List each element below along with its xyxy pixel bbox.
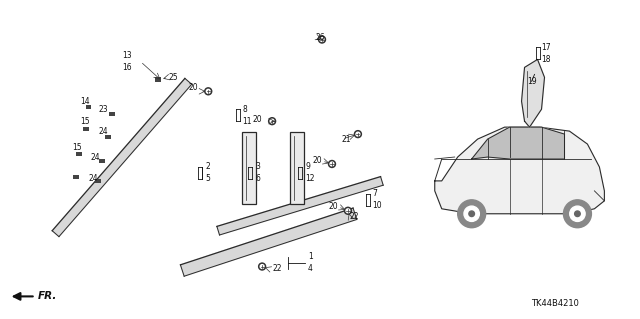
Text: 17: 17 <box>541 43 551 52</box>
Bar <box>72 175 79 179</box>
Text: 25: 25 <box>168 73 178 82</box>
Text: 23: 23 <box>99 105 108 114</box>
Bar <box>86 105 92 109</box>
Text: 19: 19 <box>527 77 537 86</box>
Circle shape <box>469 211 474 217</box>
Text: 13: 13 <box>122 51 132 60</box>
Circle shape <box>328 160 335 167</box>
Text: 2: 2 <box>205 162 210 172</box>
Bar <box>242 132 256 204</box>
Circle shape <box>356 132 360 136</box>
Text: 21: 21 <box>342 135 351 144</box>
Text: 1: 1 <box>308 252 313 261</box>
Text: 9: 9 <box>305 162 310 172</box>
Bar <box>76 152 81 156</box>
Text: 14: 14 <box>81 97 90 106</box>
Text: 8: 8 <box>242 105 247 114</box>
Text: 24: 24 <box>99 127 108 136</box>
Circle shape <box>346 209 350 213</box>
Text: 15: 15 <box>81 117 90 126</box>
Text: 20: 20 <box>312 157 322 166</box>
Text: 24: 24 <box>88 174 98 183</box>
Text: 5: 5 <box>205 174 210 183</box>
Circle shape <box>464 206 479 221</box>
Text: 16: 16 <box>122 63 132 72</box>
Circle shape <box>205 88 212 95</box>
Circle shape <box>355 130 362 137</box>
Text: 24: 24 <box>90 152 100 161</box>
Circle shape <box>260 265 264 269</box>
Circle shape <box>320 38 324 41</box>
Text: 15: 15 <box>72 143 82 152</box>
Circle shape <box>270 119 274 123</box>
Text: 20: 20 <box>253 115 262 124</box>
Circle shape <box>269 118 276 125</box>
Bar <box>109 112 115 116</box>
Text: 18: 18 <box>541 55 551 64</box>
Circle shape <box>458 200 486 228</box>
Polygon shape <box>217 177 383 235</box>
Bar <box>99 159 106 163</box>
Circle shape <box>259 263 266 270</box>
Polygon shape <box>472 127 564 159</box>
Text: TK44B4210: TK44B4210 <box>531 299 579 308</box>
Circle shape <box>563 200 591 228</box>
Bar <box>156 77 161 82</box>
Text: 20: 20 <box>189 83 198 92</box>
Circle shape <box>344 207 351 214</box>
Text: 11: 11 <box>242 117 252 126</box>
Polygon shape <box>52 78 191 237</box>
Circle shape <box>330 162 334 166</box>
Text: 10: 10 <box>372 201 381 210</box>
Circle shape <box>575 211 580 217</box>
Polygon shape <box>522 59 545 127</box>
Text: 3: 3 <box>255 162 260 172</box>
Text: 6: 6 <box>255 174 260 183</box>
Circle shape <box>206 89 210 93</box>
Text: 22: 22 <box>272 264 282 273</box>
Circle shape <box>319 36 326 43</box>
Text: FR.: FR. <box>38 291 57 301</box>
Polygon shape <box>180 208 356 276</box>
Text: 20: 20 <box>328 202 338 211</box>
Bar <box>83 127 88 131</box>
Text: 22: 22 <box>350 212 360 221</box>
Bar <box>290 132 304 204</box>
Circle shape <box>570 206 585 221</box>
Text: 7: 7 <box>372 189 377 198</box>
Text: 12: 12 <box>305 174 314 183</box>
Bar <box>106 135 111 139</box>
Polygon shape <box>435 127 604 214</box>
Text: 4: 4 <box>308 264 313 273</box>
Text: 26: 26 <box>315 33 324 42</box>
Bar <box>95 179 102 183</box>
